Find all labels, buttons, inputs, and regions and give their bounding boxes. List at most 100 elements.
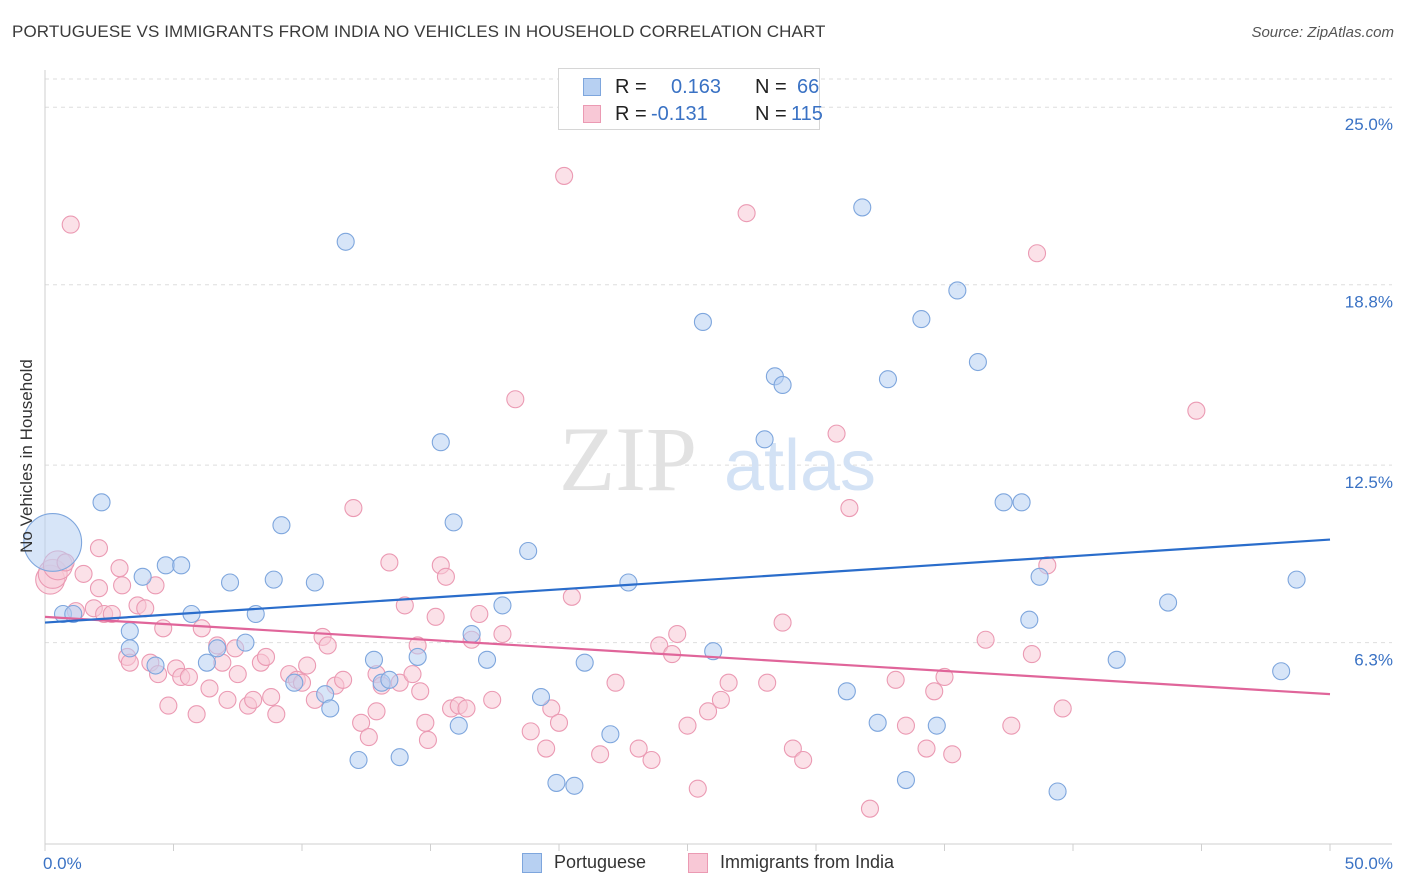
portuguese-point (1048, 782, 1067, 801)
correlation-legend: R = 0.163 N = 66 R = -0.131 N = 115 (558, 68, 823, 130)
india-swatch (583, 105, 601, 123)
source-credit: Source: ZipAtlas.com (1251, 24, 1394, 41)
india-point (925, 682, 944, 701)
portuguese-point (896, 771, 916, 790)
r-label: R = (615, 102, 647, 125)
india-point (1027, 244, 1047, 263)
india-point (886, 670, 905, 689)
portuguese-point (878, 370, 898, 389)
portuguese-point (120, 639, 139, 658)
portuguese-point (704, 642, 723, 661)
india-point (737, 204, 756, 223)
india-point (896, 716, 916, 735)
portuguese-point (773, 375, 792, 394)
india-point (562, 587, 581, 606)
n-value: 66 (797, 75, 820, 98)
portuguese-point (1287, 570, 1306, 589)
portuguese-swatch (583, 78, 601, 96)
portuguese-point (853, 198, 872, 217)
india-point (352, 713, 371, 732)
portuguese-point (531, 687, 551, 707)
india-point (758, 673, 777, 692)
portuguese-point (380, 670, 399, 689)
portuguese-point (390, 748, 409, 767)
india-point (218, 690, 237, 709)
india-point (61, 215, 80, 234)
x-tick-label-min: 0.0% (43, 854, 82, 873)
india-swatch (688, 852, 708, 873)
y-tick-label: 12.5% (1345, 473, 1393, 492)
portuguese-point (236, 633, 255, 652)
portuguese-point (220, 573, 240, 592)
portuguese-point (1012, 493, 1031, 512)
portuguese-point (1020, 610, 1039, 629)
india-point (367, 702, 386, 721)
portuguese-point (431, 433, 450, 452)
india-point (591, 745, 610, 764)
portuguese-point (927, 716, 946, 735)
watermark-zip: ZIP (559, 408, 697, 510)
india-point (395, 596, 414, 615)
portuguese-point (208, 639, 227, 658)
india-point (136, 599, 155, 618)
india-point (228, 665, 247, 684)
portuguese-point (92, 493, 111, 512)
portuguese-point (547, 773, 566, 792)
portuguese-point (619, 573, 638, 592)
portuguese-point (321, 699, 340, 718)
portuguese-point (272, 516, 291, 535)
india-point (917, 739, 936, 758)
india-point (719, 673, 738, 692)
india-point (542, 699, 561, 718)
portuguese-point (120, 622, 139, 641)
r-value: 0.163 (671, 75, 722, 98)
india-trend-line (44, 615, 1331, 696)
india-point (298, 656, 317, 675)
portuguese-point (693, 312, 712, 332)
india-point (827, 424, 846, 443)
series-portuguese (23, 198, 1306, 801)
watermark-atlas: atlas (724, 426, 876, 506)
india-point (537, 739, 556, 758)
india-point (483, 690, 502, 709)
india-point (89, 539, 109, 558)
india-point (179, 667, 198, 687)
india-point (416, 713, 435, 732)
india-point (267, 705, 286, 724)
india-point (411, 682, 430, 701)
portuguese-point (364, 650, 384, 669)
portuguese-point (444, 513, 463, 532)
portuguese-point (1272, 662, 1291, 681)
portuguese-point (1107, 650, 1126, 669)
portuguese-point (1030, 567, 1049, 586)
gridlines (45, 78, 1392, 644)
legend-label: Immigrants from India (720, 852, 895, 872)
india-point (1187, 401, 1206, 420)
india-point (334, 670, 353, 689)
portuguese-point (575, 653, 594, 672)
india-point (549, 713, 569, 732)
n-label: N = (755, 102, 787, 125)
india-point (187, 705, 206, 724)
n-label: N = (755, 75, 787, 98)
portuguese-point (172, 556, 191, 575)
india-point (418, 730, 437, 750)
portuguese-point (755, 430, 774, 449)
portuguese-point (493, 596, 512, 615)
india-point (426, 607, 445, 626)
india-point (159, 696, 178, 715)
portuguese-point (305, 573, 324, 592)
r-value: -0.131 (651, 102, 708, 125)
watermark: ZIP atlas (559, 408, 876, 510)
portuguese-swatch (522, 852, 542, 873)
portuguese-point (868, 713, 887, 732)
india-point (943, 745, 962, 764)
india-point (606, 673, 625, 692)
india-point (244, 690, 263, 709)
india-point (192, 619, 211, 638)
india-point (154, 619, 173, 638)
india-point (470, 604, 489, 624)
x-tick-label-max: 50.0% (1345, 854, 1393, 873)
portuguese-point (133, 567, 152, 586)
